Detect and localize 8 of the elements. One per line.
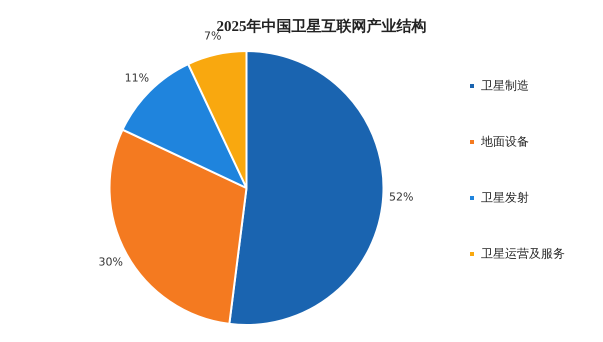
legend-label: 卫星运营及服务 [481,246,565,260]
data-label: 7% [204,30,222,43]
data-label: 30% [98,256,123,269]
data-label: 52% [388,190,414,204]
legend-label: 地面设备 [480,134,529,148]
legend-label: 卫星发射 [481,190,529,204]
data-label: 11% [124,71,150,84]
legend-label: 卫星制造 [481,78,529,92]
